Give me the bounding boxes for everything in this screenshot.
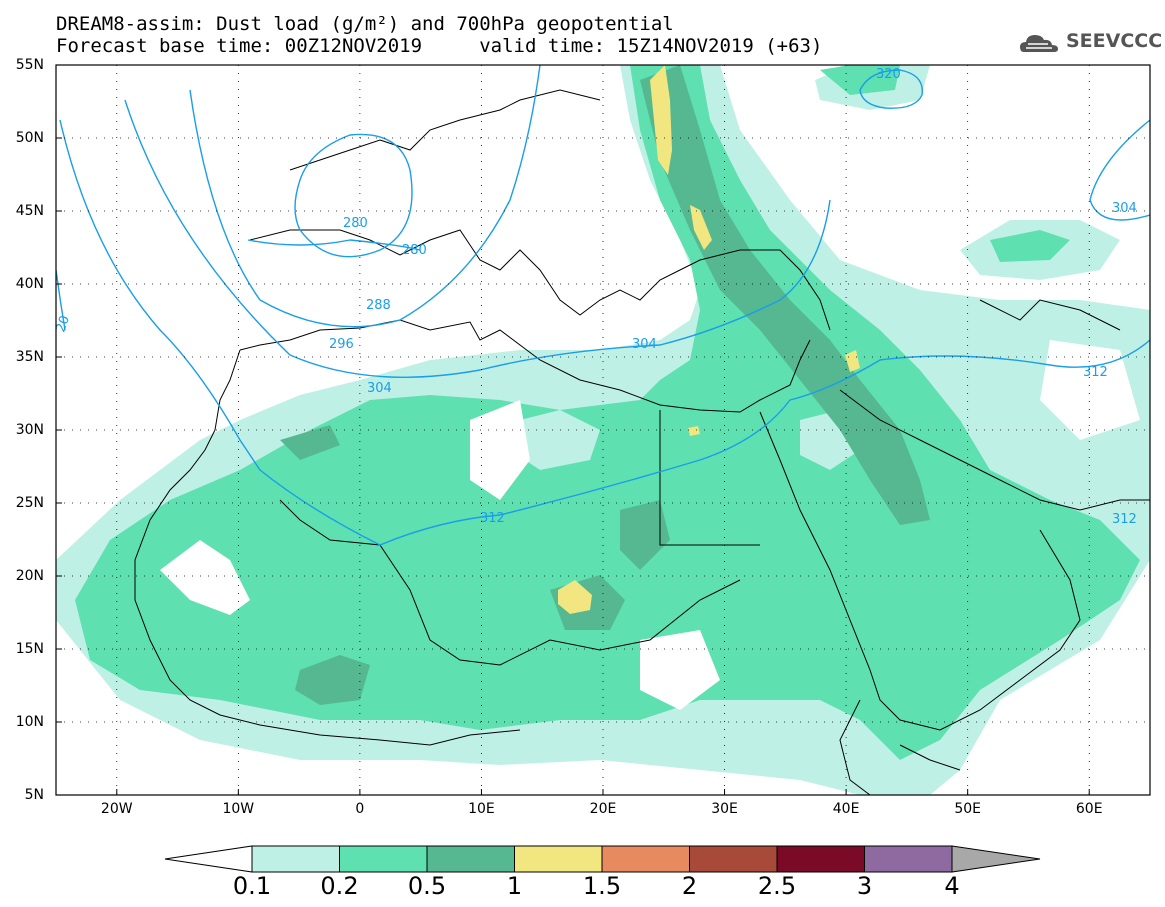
contour-label: 312	[480, 511, 505, 526]
colorbar-label: 0.2	[320, 872, 359, 900]
lon-label: 10E	[468, 801, 495, 817]
graticule	[56, 64, 1150, 796]
lat-label: 45N	[15, 203, 44, 219]
contour-label: 320	[876, 67, 901, 82]
colorbar-box	[689, 845, 778, 873]
lat-label: 40N	[15, 276, 44, 292]
lon-label: 10W	[222, 801, 255, 817]
contour-label: 296	[329, 337, 354, 352]
colorbar-box	[251, 845, 340, 873]
lat-label: 35N	[15, 349, 44, 365]
colorbar-label: 2.5	[757, 872, 797, 900]
logo-text: SEEVCCC	[1066, 30, 1163, 52]
contour-label: 280	[402, 243, 427, 258]
lat-label: 20N	[15, 568, 44, 584]
colorbar-label: 1.5	[582, 872, 622, 900]
map-title: DREAM8-assim: Dust load (g/m²) and 700hP…	[56, 13, 674, 35]
colorbar-box	[514, 845, 603, 873]
contour-labels: 280 280 288 296 304 304 312 304 320 312 …	[53, 67, 1136, 527]
lat-label: 15N	[15, 641, 44, 657]
contour-label: 304	[1112, 201, 1137, 216]
contour-label: 288	[366, 298, 391, 313]
colorbar-label: 0.1	[232, 872, 272, 900]
colorbar-label: 0.5	[407, 872, 447, 900]
contour-label: 280	[343, 216, 368, 231]
contour-label: 312	[1112, 512, 1137, 527]
colorbar-box	[601, 845, 690, 873]
lat-label: 50N	[15, 130, 44, 146]
lat-label: 5N	[24, 787, 44, 803]
geopotential-contours	[56, 65, 1150, 546]
contour-label: 304	[632, 337, 657, 352]
map-subtitle: Forecast base time: 00Z12NOV2019 valid t…	[56, 35, 823, 57]
lon-label: 20E	[589, 801, 617, 817]
colorbar-box	[339, 845, 428, 873]
contour-label: 20	[53, 314, 73, 335]
colorbar-label: 1	[506, 872, 523, 900]
colorbar	[164, 845, 1041, 873]
lon-label: 50E	[954, 801, 981, 817]
axis-ticks	[56, 64, 1090, 796]
colorbar-label: 3	[856, 872, 873, 900]
dust-field	[56, 65, 1150, 795]
colorbar-box	[776, 845, 865, 873]
cloud-logo-icon	[1020, 35, 1058, 52]
lon-label: 30E	[711, 801, 738, 817]
lon-label: 20W	[100, 801, 133, 817]
colorbar-box	[426, 845, 515, 873]
colorbar-over-arrow	[951, 845, 1041, 873]
lat-label: 25N	[15, 495, 44, 511]
coastlines	[134, 89, 1150, 795]
lon-label: 40E	[832, 801, 860, 817]
contour-label: 312	[1083, 365, 1108, 380]
colorbar-under-arrow	[164, 845, 253, 873]
lat-label: 30N	[15, 422, 44, 438]
lon-label: 0	[355, 801, 365, 817]
colorbar-label: 4	[944, 872, 960, 900]
colorbar-box	[864, 845, 953, 873]
lat-label: 55N	[15, 57, 44, 73]
lat-label: 10N	[15, 714, 44, 730]
lon-label: 60E	[1075, 801, 1103, 817]
contour-label: 304	[367, 381, 392, 396]
colorbar-label: 2	[681, 872, 698, 900]
